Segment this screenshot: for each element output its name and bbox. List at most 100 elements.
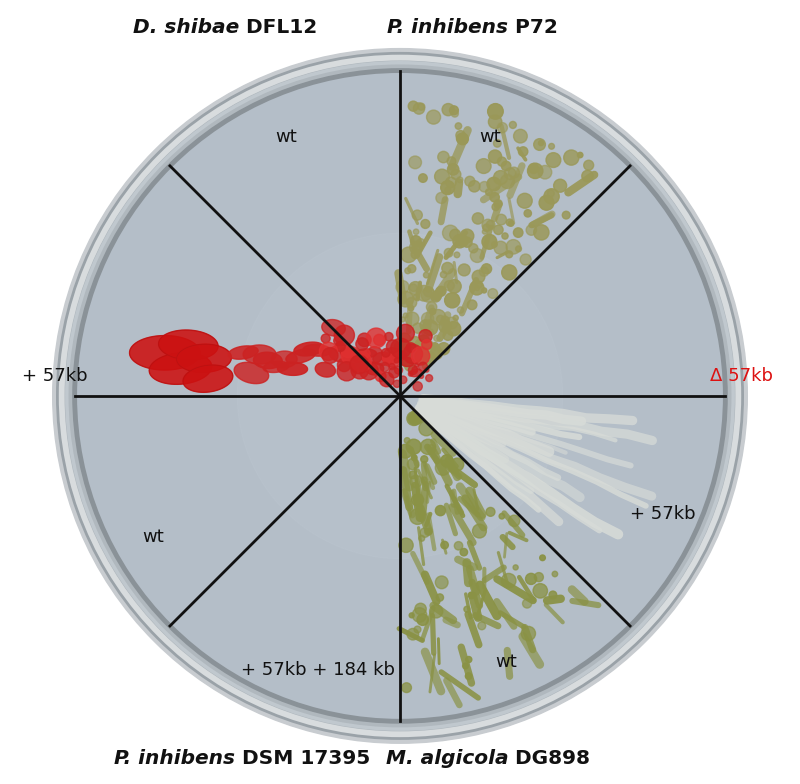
Circle shape: [403, 313, 408, 318]
Circle shape: [413, 295, 418, 300]
Circle shape: [419, 329, 432, 343]
Circle shape: [442, 103, 454, 116]
Circle shape: [432, 291, 442, 300]
Circle shape: [518, 194, 532, 209]
Circle shape: [399, 538, 413, 553]
Circle shape: [529, 164, 538, 173]
Circle shape: [413, 382, 422, 391]
Circle shape: [453, 234, 466, 248]
Circle shape: [482, 288, 486, 293]
Polygon shape: [410, 369, 422, 376]
Circle shape: [443, 331, 453, 340]
Circle shape: [351, 351, 371, 372]
Circle shape: [408, 101, 418, 111]
Circle shape: [457, 133, 469, 145]
Circle shape: [422, 339, 432, 350]
Polygon shape: [228, 346, 258, 359]
Polygon shape: [243, 345, 276, 364]
Circle shape: [473, 524, 486, 538]
Circle shape: [515, 246, 522, 252]
Polygon shape: [263, 361, 289, 372]
Circle shape: [524, 209, 531, 217]
Circle shape: [456, 131, 466, 140]
Circle shape: [479, 267, 489, 276]
Polygon shape: [347, 350, 369, 362]
Circle shape: [454, 542, 462, 550]
Circle shape: [441, 180, 454, 194]
Circle shape: [361, 349, 370, 358]
Circle shape: [494, 171, 508, 184]
Circle shape: [445, 187, 451, 194]
Circle shape: [400, 355, 405, 360]
Circle shape: [450, 229, 461, 240]
Circle shape: [478, 622, 486, 630]
Circle shape: [431, 292, 441, 302]
Circle shape: [410, 236, 421, 246]
Circle shape: [538, 165, 552, 179]
Circle shape: [539, 195, 554, 210]
Circle shape: [53, 49, 747, 743]
Circle shape: [338, 358, 350, 372]
Circle shape: [406, 297, 417, 308]
Text: DG898: DG898: [508, 750, 590, 768]
Polygon shape: [286, 349, 315, 364]
Circle shape: [462, 663, 468, 669]
Circle shape: [455, 123, 462, 129]
Circle shape: [336, 341, 343, 348]
Circle shape: [582, 170, 593, 182]
Circle shape: [398, 445, 412, 458]
Polygon shape: [183, 365, 233, 392]
Circle shape: [419, 421, 434, 436]
Circle shape: [379, 372, 394, 387]
Circle shape: [335, 342, 346, 351]
Circle shape: [533, 583, 547, 598]
Circle shape: [448, 280, 462, 293]
Circle shape: [422, 313, 434, 325]
Circle shape: [458, 264, 470, 276]
Circle shape: [442, 263, 454, 274]
Circle shape: [382, 348, 402, 367]
Circle shape: [451, 169, 461, 180]
Circle shape: [504, 168, 516, 180]
Circle shape: [390, 339, 411, 358]
Circle shape: [406, 439, 421, 454]
Text: D. shibae: D. shibae: [133, 18, 239, 37]
Polygon shape: [392, 351, 406, 361]
Circle shape: [518, 147, 528, 156]
Circle shape: [540, 555, 546, 561]
Circle shape: [411, 250, 419, 259]
Circle shape: [407, 459, 419, 470]
Circle shape: [441, 316, 449, 325]
Circle shape: [426, 341, 434, 349]
Circle shape: [398, 333, 410, 345]
Circle shape: [476, 158, 491, 173]
Polygon shape: [158, 330, 218, 360]
Circle shape: [341, 347, 359, 365]
Circle shape: [366, 328, 386, 348]
Circle shape: [451, 458, 464, 471]
Circle shape: [410, 241, 422, 254]
Circle shape: [430, 310, 446, 325]
Circle shape: [402, 342, 410, 350]
Circle shape: [457, 177, 463, 183]
Circle shape: [522, 599, 532, 608]
Polygon shape: [234, 362, 269, 383]
Circle shape: [409, 281, 422, 295]
Circle shape: [457, 134, 466, 143]
Polygon shape: [329, 345, 354, 362]
Circle shape: [513, 564, 518, 570]
Circle shape: [534, 572, 543, 582]
Circle shape: [460, 549, 467, 556]
Circle shape: [534, 139, 546, 151]
Circle shape: [426, 329, 434, 336]
Circle shape: [464, 606, 470, 612]
Circle shape: [422, 320, 438, 336]
Circle shape: [398, 292, 414, 307]
Circle shape: [319, 343, 338, 361]
Text: wt: wt: [479, 129, 501, 146]
Circle shape: [442, 225, 458, 241]
Text: + 57kb + 184 kb: + 57kb + 184 kb: [241, 662, 394, 679]
Circle shape: [403, 344, 422, 364]
Circle shape: [411, 347, 430, 365]
Circle shape: [419, 374, 423, 379]
